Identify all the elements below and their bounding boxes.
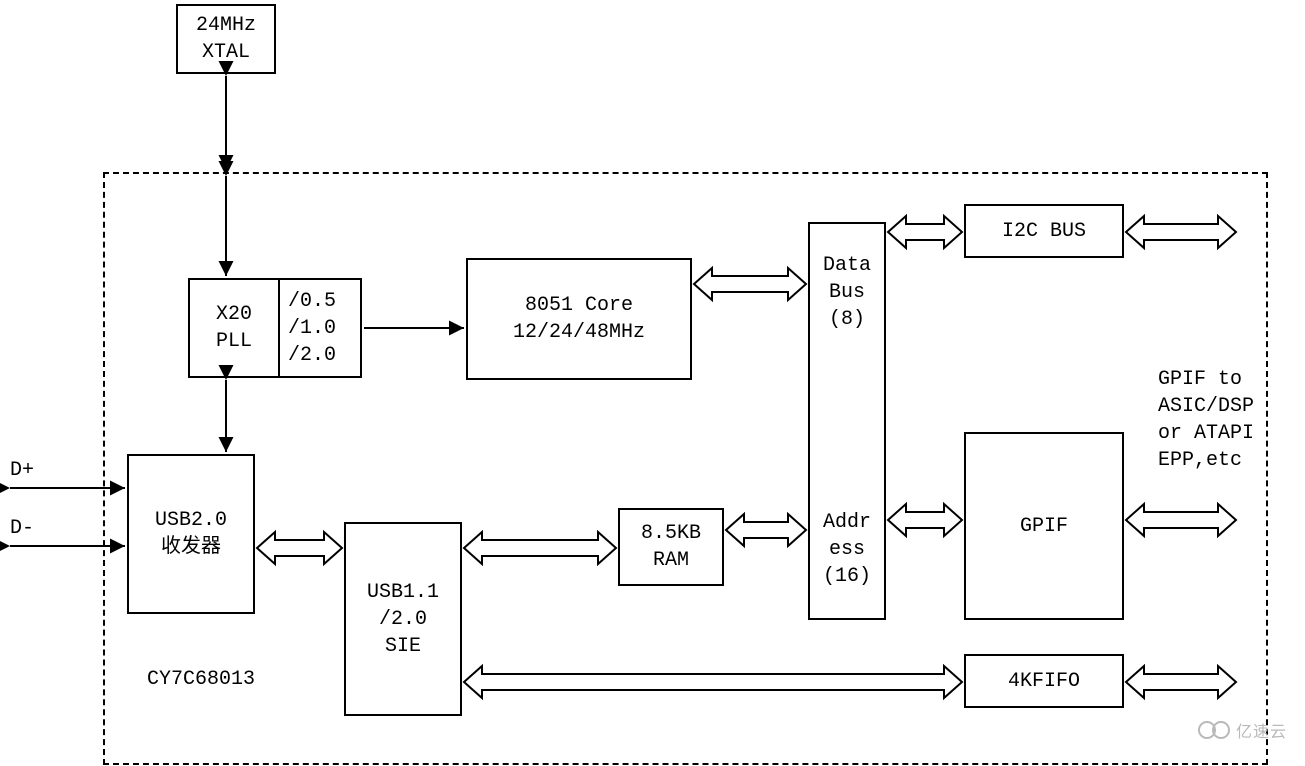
block-pll: X20 PLL /0.5 /1.0 /2.0 — [188, 278, 362, 378]
block-xtal-label: 24MHz XTAL — [182, 12, 270, 66]
block-ram-label: 8.5KB RAM — [641, 520, 701, 574]
diagram-canvas: 24MHz XTAL X20 PLL /0.5 /1.0 /2.0 USB2.0… — [0, 0, 1305, 766]
watermark-text: 亿速云 — [1236, 718, 1287, 742]
block-buses-bot-label: Addr ess (16) — [823, 509, 871, 590]
label-d-plus: D+ — [10, 457, 34, 484]
block-xcvr-label: USB2.0 收发器 — [155, 507, 227, 561]
block-fifo: 4KFIFO — [964, 654, 1124, 708]
label-chip: CY7C68013 — [147, 666, 255, 693]
block-buses-top-label: Data Bus (8) — [823, 252, 871, 333]
block-i2c: I2C BUS — [964, 204, 1124, 258]
label-d-minus: D- — [10, 515, 34, 542]
block-core-label: 8051 Core 12/24/48MHz — [513, 292, 645, 346]
block-pll-left-label: X20 PLL — [216, 301, 252, 355]
block-xcvr: USB2.0 收发器 — [127, 454, 255, 614]
block-pll-right-label: /0.5 /1.0 /2.0 — [288, 288, 336, 369]
block-buses: Data Bus (8) Addr ess (16) — [808, 222, 886, 620]
block-gpif: GPIF — [964, 432, 1124, 620]
block-gpif-label: GPIF — [1020, 513, 1068, 540]
block-i2c-label: I2C BUS — [1002, 218, 1086, 245]
block-core: 8051 Core 12/24/48MHz — [466, 258, 692, 380]
block-ram: 8.5KB RAM — [618, 508, 724, 586]
watermark-icon — [1212, 721, 1230, 739]
block-sie: USB1.1 /2.0 SIE — [344, 522, 462, 716]
label-gpif-note: GPIF to ASIC/DSP or ATAPI EPP,etc — [1158, 366, 1254, 474]
block-sie-label: USB1.1 /2.0 SIE — [367, 579, 439, 660]
block-xtal: 24MHz XTAL — [176, 4, 276, 74]
block-fifo-label: 4KFIFO — [1008, 668, 1080, 695]
watermark: 亿速云 — [1198, 718, 1287, 742]
